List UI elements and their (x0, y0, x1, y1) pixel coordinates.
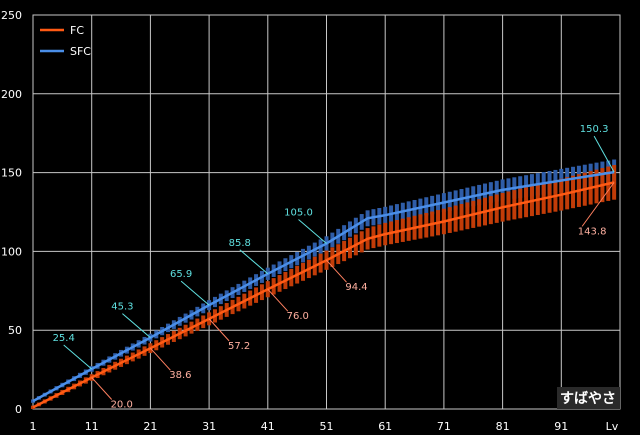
data-label-sfc: 25.4 (53, 333, 75, 344)
x-tick-label: 91 (554, 420, 568, 433)
data-label-fc: 57.2 (228, 341, 250, 352)
data-label-fc: 94.4 (345, 282, 367, 293)
y-tick-label: 200 (1, 88, 22, 101)
data-label-leader (239, 249, 269, 275)
x-tick-label: 11 (85, 420, 99, 433)
series-line-sfc (32, 170, 615, 403)
data-label-sfc: 105.0 (284, 208, 313, 219)
data-label-sfc: 65.9 (170, 269, 192, 280)
x-tick-label: 61 (378, 420, 392, 433)
grid-lines (33, 15, 620, 409)
watermark: すばやさ (560, 391, 616, 407)
data-label-fc: 20.0 (111, 399, 133, 410)
data-label-leader (122, 313, 151, 338)
series-line-fc (32, 181, 615, 409)
x-tick-label: 71 (437, 420, 451, 433)
data-label-leader (581, 182, 615, 227)
x-axis-label: Lv (606, 420, 619, 433)
data-labels: 20.0 38.6 57.2 76.0 94.4 143.8 25.4 45.3 65.9 85.… (53, 124, 615, 410)
x-tick-label: 41 (261, 420, 275, 433)
data-label-leader (593, 135, 615, 173)
data-label-fc: 143.8 (578, 226, 607, 237)
x-tick-label: 31 (202, 420, 216, 433)
x-tick-label: 21 (143, 420, 157, 433)
watermark-badge: すばやさ (557, 387, 620, 409)
y-tick-label: 50 (8, 324, 22, 337)
data-label-leader (150, 347, 171, 371)
data-label-fc: 38.6 (169, 370, 191, 381)
data-label-leader (63, 344, 93, 370)
x-tick-label: 1 (30, 420, 37, 433)
x-tick-label: 81 (496, 420, 510, 433)
data-label-sfc: 85.8 (229, 238, 251, 249)
data-label-sfc: 45.3 (111, 302, 133, 313)
legend-label-sfc: SFC (70, 45, 91, 58)
data-label-leader (208, 318, 230, 342)
data-label-leader (298, 219, 327, 244)
range-bar-sfc (31, 399, 35, 403)
data-label-leader (267, 288, 289, 312)
data-label-leader (326, 259, 347, 283)
y-tick-label: 150 (1, 167, 22, 180)
data-label-leader (91, 377, 113, 400)
data-label-sfc: 150.3 (580, 124, 609, 135)
data-label-leader (180, 280, 210, 306)
y-tick-label: 250 (1, 9, 22, 22)
y-tick-label: 0 (15, 403, 22, 416)
data-label-fc: 76.0 (287, 311, 309, 322)
x-tick-label: 51 (320, 420, 334, 433)
legend: FC SFC (40, 24, 91, 58)
legend-label-fc: FC (70, 24, 84, 37)
series-lines (32, 170, 615, 409)
y-tick-label: 100 (1, 245, 22, 258)
